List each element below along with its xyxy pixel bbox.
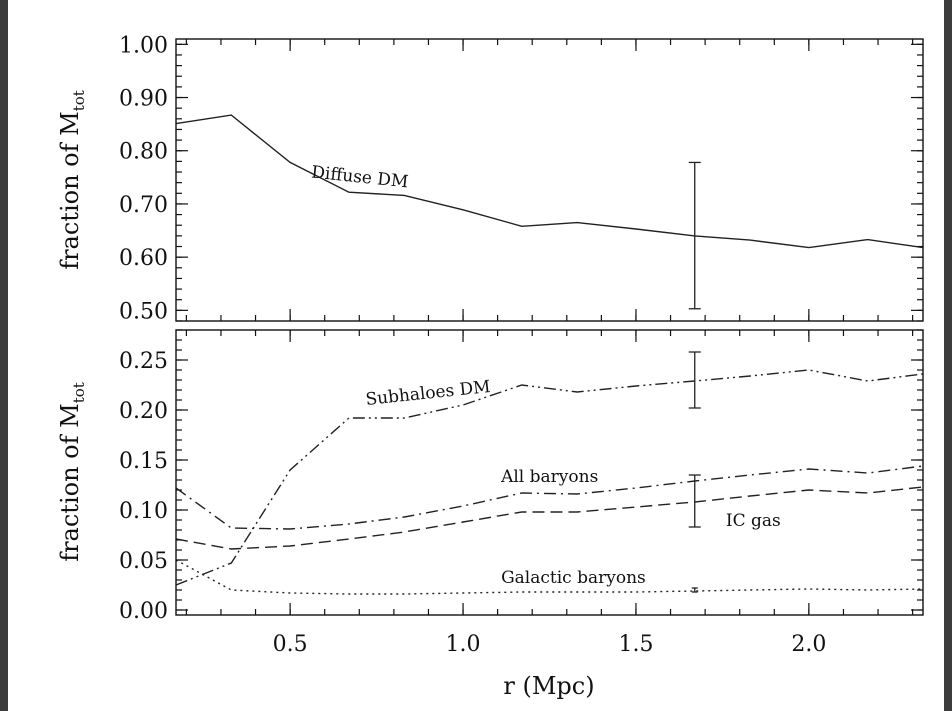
bottom-panel: 0.000.050.100.150.200.250.5 1.0 1.5 2.0 Sub…	[56, 329, 924, 700]
bottom-y-tick-label: 0.20	[119, 399, 168, 424]
top-y-tick-label: 0.80	[119, 140, 168, 165]
top-y-tick-label: 0.70	[119, 193, 168, 218]
series-diffuse-dm	[175, 114, 924, 249]
bottom-series	[175, 369, 924, 595]
annotation-galactic-baryons: Galactic baryons	[501, 568, 646, 588]
bottom-y-tick-label: 0.25	[119, 349, 168, 374]
bottom-y-tick-label: 0.00	[119, 599, 168, 624]
top-y-tick-label: 0.90	[119, 87, 168, 112]
bottom-plot-frame	[175, 329, 924, 616]
top-y-tick-label: 0.50	[119, 299, 168, 324]
bottom-y-tick-label: 0.15	[119, 449, 168, 474]
top-y-axis-label: fraction of M	[56, 111, 84, 270]
x-axis-title: r (Mpc)	[503, 672, 594, 700]
bottom-y-axis-subscript: tot	[70, 382, 88, 403]
top-plot-frame	[175, 38, 924, 322]
bottom-y-tick-label: 0.10	[119, 499, 168, 524]
top-error-bars	[688, 161, 701, 310]
series-all-baryons	[175, 465, 924, 530]
bottom-ticks: 0.00 0.05 0.10 0.15 0.20 0.25 0.5 1.0 1.5 2.0	[119, 329, 923, 657]
annotation-all-baryons: All baryons	[500, 467, 598, 487]
x-tick-label: 1.0	[446, 632, 481, 657]
annotation-ic-gas: IC gas	[726, 511, 781, 531]
bottom-error-bars	[688, 351, 701, 593]
top-y-tick-label: 1.00	[119, 33, 168, 58]
bottom-y-tick-label: 0.05	[119, 549, 168, 574]
series-subhaloes-dm	[175, 369, 924, 586]
top-y-axis-subscript: tot	[70, 90, 88, 111]
top-panel: 0.500.600.700.800.901.00 Diffuse DM frac…	[56, 33, 924, 324]
top-y-tick-label: 0.60	[119, 246, 168, 271]
top-ticks: 0.50 0.60 0.70 0.80 0.90 1.00	[119, 33, 923, 324]
bottom-y-axis-title: fraction of Mtot	[56, 382, 88, 562]
top-series	[175, 114, 924, 249]
bottom-y-axis-label: fraction of M	[56, 403, 84, 562]
top-y-axis-title: fraction of Mtot	[56, 90, 88, 270]
x-tick-label: 2.0	[791, 632, 826, 657]
x-tick-label: 0.5	[273, 632, 308, 657]
series-galactic-baryons	[175, 559, 924, 595]
x-tick-label: 1.5	[618, 632, 653, 657]
